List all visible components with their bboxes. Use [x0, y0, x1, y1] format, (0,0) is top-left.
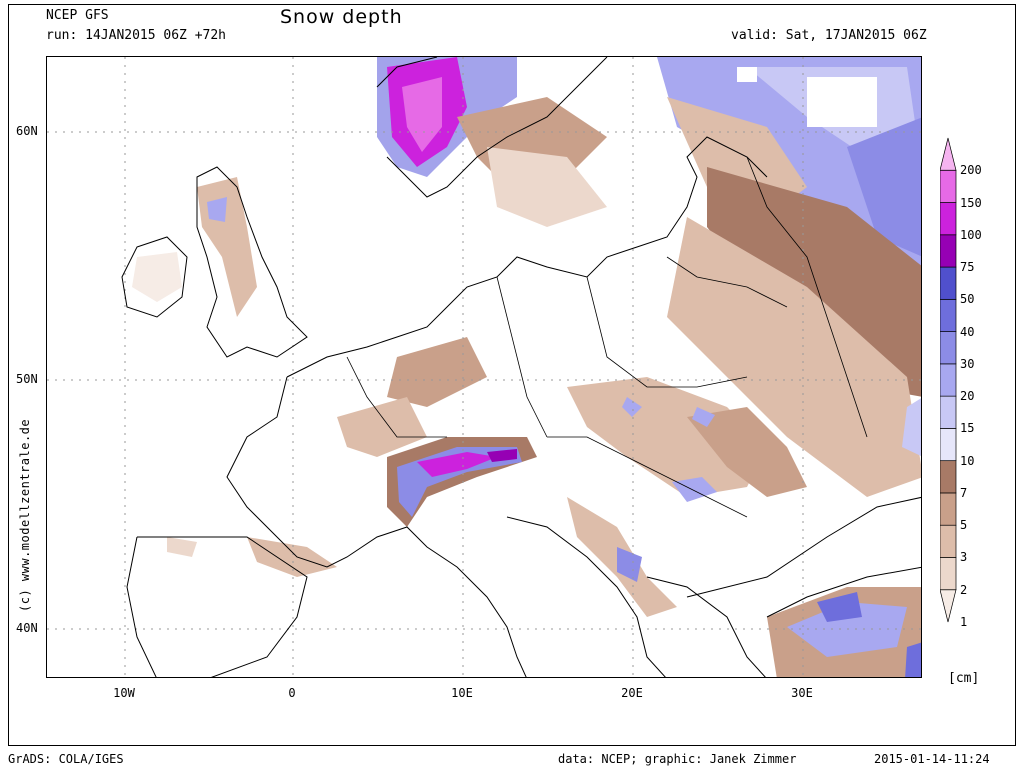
legend-label-100: 100 [960, 227, 982, 242]
legend-label-1: 1 [960, 615, 968, 629]
lon-tick-0: 0 [288, 686, 296, 700]
lat-tick-50n: 50N [16, 372, 38, 386]
country-borders [346, 156, 868, 518]
map-area [46, 56, 922, 678]
legend-label-3: 3 [960, 550, 968, 565]
legend-swatch-30 [940, 331, 957, 365]
legend-label-75: 75 [960, 260, 975, 275]
legend-colorbar [940, 137, 957, 623]
snow-alps [387, 437, 537, 527]
lon-tick-10e: 10E [451, 686, 473, 700]
legend-label-30: 30 [960, 356, 975, 371]
legend-label-150: 150 [960, 195, 982, 210]
legend-swatch-50 [940, 266, 957, 300]
model-label: NCEP GFS [46, 8, 109, 23]
legend-swatch-15 [940, 395, 957, 429]
legend-label-40: 40 [960, 324, 975, 339]
map-title: Snow depth [280, 6, 403, 28]
snow-depth-map [47, 57, 921, 677]
coastlines [121, 57, 921, 677]
legend-label-7: 7 [960, 485, 968, 500]
footer-data-credit: data: NCEP; graphic: Janek Zimmer [558, 752, 797, 766]
lon-tick-20e: 20E [621, 686, 643, 700]
footer-grads: GrADS: COLA/IGES [8, 752, 124, 766]
legend-swatch-200 [940, 137, 957, 171]
legend-label-5: 5 [960, 518, 968, 533]
lon-tick-30e: 30E [791, 686, 813, 700]
legend-swatch-150 [940, 169, 957, 203]
legend-swatch-3 [940, 524, 957, 558]
snow-britain [132, 177, 257, 317]
legend-swatch-5 [940, 492, 957, 526]
legend-label-200: 200 [960, 163, 982, 178]
run-label: run: 14JAN2015 06Z +72h [46, 28, 227, 43]
legend-swatch-1 [940, 589, 957, 623]
snow-scandinavia [377, 57, 607, 227]
lon-tick-10w: 10W [113, 686, 135, 700]
legend-swatch-7 [940, 460, 957, 494]
legend-label-15: 15 [960, 421, 975, 436]
figure-frame [8, 4, 1016, 746]
legend-swatch-10 [940, 428, 957, 462]
lat-tick-40n: 40N [16, 621, 38, 635]
snow-northeast [657, 57, 921, 497]
website-credit: (c) www.modellzentrale.de [18, 418, 32, 612]
valid-time-label: valid: Sat, 17JAN2015 06Z [731, 28, 927, 43]
legend-swatch-2 [940, 557, 957, 591]
lat-tick-60n: 60N [16, 124, 38, 138]
legend-label-20: 20 [960, 389, 975, 404]
legend-swatch-40 [940, 298, 957, 332]
legend-swatch-100 [940, 202, 957, 236]
legend-label-2: 2 [960, 582, 968, 597]
legend-label-50: 50 [960, 292, 975, 307]
legend-unit: [cm] [948, 671, 980, 686]
legend-swatch-20 [940, 363, 957, 397]
snow-central-europe [167, 337, 807, 617]
footer-timestamp: 2015-01-14-11:24 [874, 752, 990, 766]
legend-label-10: 10 [960, 453, 975, 468]
legend-swatch-75 [940, 234, 957, 268]
snow-turkey [767, 587, 921, 677]
